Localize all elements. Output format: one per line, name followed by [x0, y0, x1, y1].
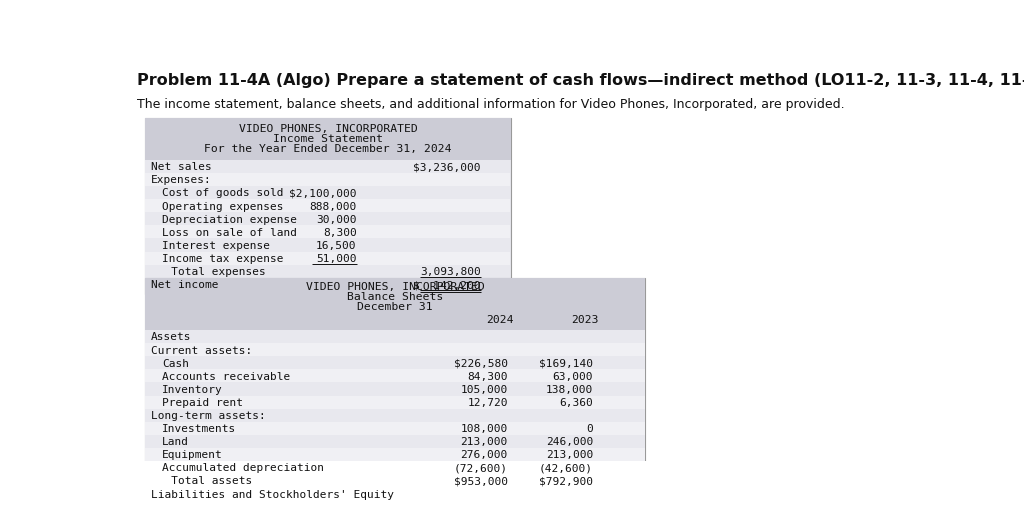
- FancyBboxPatch shape: [145, 409, 644, 422]
- Text: 108,000: 108,000: [461, 424, 508, 434]
- Text: Problem 11-4A (Algo) Prepare a statement of cash flows—indirect method (LO11-2, : Problem 11-4A (Algo) Prepare a statement…: [137, 73, 1024, 88]
- Text: 12,720: 12,720: [467, 398, 508, 408]
- Text: Cost of goods sold: Cost of goods sold: [162, 189, 284, 198]
- Text: Accounts receivable: Accounts receivable: [162, 372, 291, 382]
- FancyBboxPatch shape: [145, 382, 644, 396]
- Text: 105,000: 105,000: [461, 385, 508, 395]
- Text: $792,900: $792,900: [539, 477, 593, 486]
- Text: Income tax expense: Income tax expense: [162, 254, 284, 264]
- Text: Interest expense: Interest expense: [162, 241, 270, 251]
- Text: 888,000: 888,000: [309, 202, 356, 211]
- FancyBboxPatch shape: [145, 119, 511, 294]
- Text: $169,140: $169,140: [539, 358, 593, 369]
- FancyBboxPatch shape: [145, 422, 644, 435]
- Text: 246,000: 246,000: [546, 437, 593, 447]
- Text: Total assets: Total assets: [152, 477, 253, 486]
- Text: Depreciation expense: Depreciation expense: [162, 214, 297, 225]
- FancyBboxPatch shape: [145, 119, 511, 160]
- Text: Assets: Assets: [152, 333, 191, 342]
- FancyBboxPatch shape: [145, 265, 510, 278]
- Text: $226,580: $226,580: [454, 358, 508, 369]
- Text: Land: Land: [162, 437, 189, 447]
- Text: $2,100,000: $2,100,000: [289, 189, 356, 198]
- Text: 2024: 2024: [486, 315, 514, 325]
- Text: 51,000: 51,000: [316, 254, 356, 264]
- FancyBboxPatch shape: [145, 278, 645, 503]
- FancyBboxPatch shape: [145, 396, 644, 409]
- Text: (42,600): (42,600): [539, 463, 593, 473]
- Text: Equipment: Equipment: [162, 450, 223, 460]
- FancyBboxPatch shape: [145, 238, 510, 252]
- FancyBboxPatch shape: [145, 186, 510, 199]
- Text: Balance Sheets: Balance Sheets: [347, 292, 443, 303]
- FancyBboxPatch shape: [145, 278, 645, 330]
- Text: Accumulated depreciation: Accumulated depreciation: [162, 463, 325, 473]
- FancyBboxPatch shape: [145, 252, 510, 265]
- FancyBboxPatch shape: [145, 199, 510, 212]
- Text: Current assets:: Current assets:: [152, 346, 253, 355]
- Text: Liabilities and Stockholders' Equity: Liabilities and Stockholders' Equity: [152, 490, 394, 499]
- Text: VIDEO PHONES, INCORPORATED: VIDEO PHONES, INCORPORATED: [305, 282, 484, 292]
- FancyBboxPatch shape: [145, 448, 644, 461]
- Text: December 31: December 31: [357, 303, 433, 312]
- Text: Long-term assets:: Long-term assets:: [152, 411, 266, 421]
- Text: 213,000: 213,000: [461, 437, 508, 447]
- Text: $953,000: $953,000: [454, 477, 508, 486]
- Text: Prepaid rent: Prepaid rent: [162, 398, 243, 408]
- Text: Expenses:: Expenses:: [152, 176, 212, 185]
- Text: 63,000: 63,000: [553, 372, 593, 382]
- FancyBboxPatch shape: [145, 278, 510, 291]
- Text: Net income: Net income: [152, 280, 219, 290]
- FancyBboxPatch shape: [145, 435, 644, 448]
- Text: Investments: Investments: [162, 424, 237, 434]
- Text: Loss on sale of land: Loss on sale of land: [162, 228, 297, 238]
- Text: $  142,200: $ 142,200: [413, 280, 480, 290]
- Text: Cash: Cash: [162, 358, 189, 369]
- Text: 2023: 2023: [571, 315, 599, 325]
- FancyBboxPatch shape: [145, 356, 644, 369]
- Text: 3,093,800: 3,093,800: [420, 267, 480, 277]
- Text: 6,360: 6,360: [559, 398, 593, 408]
- Text: Net sales: Net sales: [152, 162, 212, 172]
- Text: 138,000: 138,000: [546, 385, 593, 395]
- FancyBboxPatch shape: [145, 369, 644, 382]
- FancyBboxPatch shape: [145, 160, 510, 173]
- Text: For the Year Ended December 31, 2024: For the Year Ended December 31, 2024: [204, 144, 452, 154]
- FancyBboxPatch shape: [145, 225, 510, 238]
- Text: (72,600): (72,600): [454, 463, 508, 473]
- Text: Inventory: Inventory: [162, 385, 223, 395]
- FancyBboxPatch shape: [145, 461, 644, 474]
- Text: $3,236,000: $3,236,000: [413, 162, 480, 172]
- FancyBboxPatch shape: [145, 330, 644, 343]
- Text: 84,300: 84,300: [467, 372, 508, 382]
- Text: 30,000: 30,000: [316, 214, 356, 225]
- Text: Total expenses: Total expenses: [152, 267, 266, 277]
- Text: The income statement, balance sheets, and additional information for Video Phone: The income statement, balance sheets, an…: [137, 98, 845, 111]
- Text: 8,300: 8,300: [323, 228, 356, 238]
- FancyBboxPatch shape: [145, 173, 510, 186]
- Text: 16,500: 16,500: [316, 241, 356, 251]
- FancyBboxPatch shape: [145, 487, 644, 500]
- FancyBboxPatch shape: [145, 212, 510, 225]
- FancyBboxPatch shape: [145, 343, 644, 356]
- Text: 0: 0: [587, 424, 593, 434]
- FancyBboxPatch shape: [145, 474, 644, 487]
- Text: 213,000: 213,000: [546, 450, 593, 460]
- Text: Income Statement: Income Statement: [273, 134, 383, 144]
- Text: VIDEO PHONES, INCORPORATED: VIDEO PHONES, INCORPORATED: [239, 124, 418, 134]
- Text: 276,000: 276,000: [461, 450, 508, 460]
- Text: Operating expenses: Operating expenses: [162, 202, 284, 211]
